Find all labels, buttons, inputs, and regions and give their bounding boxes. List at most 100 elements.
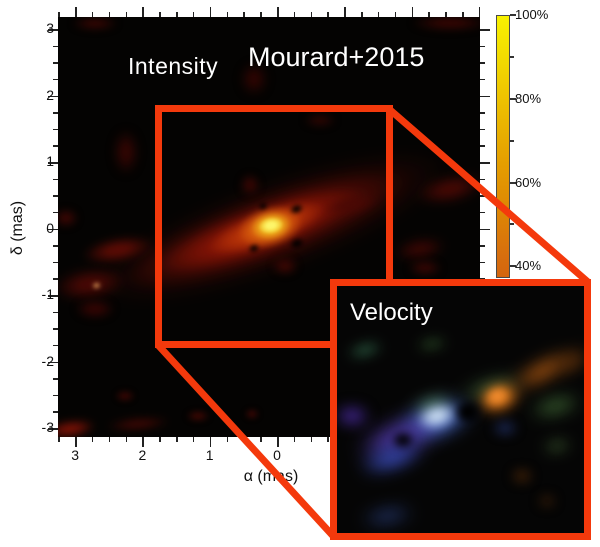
x-axis-top-tick bbox=[260, 12, 262, 17]
x-axis-top-tick bbox=[75, 7, 77, 17]
map-blob bbox=[304, 113, 336, 127]
map-blob bbox=[115, 390, 135, 402]
y-axis-right-tick bbox=[480, 95, 490, 97]
map-blob bbox=[240, 174, 260, 196]
x-axis-top-tick bbox=[377, 12, 380, 17]
map-blob bbox=[539, 496, 555, 506]
x-axis-tick bbox=[142, 437, 144, 447]
colorbar-minor-tick bbox=[510, 223, 514, 226]
x-tick-label: 0 bbox=[273, 447, 281, 463]
map-blob bbox=[91, 280, 101, 290]
x-axis-top-tick bbox=[226, 12, 229, 17]
x-axis-top-tick bbox=[344, 7, 346, 17]
y-axis-tick bbox=[53, 145, 58, 147]
y-tick-label: -1 bbox=[41, 286, 54, 302]
map-blob bbox=[411, 17, 480, 31]
colorbar-label: 80% bbox=[515, 90, 542, 106]
y-axis-right-tick bbox=[480, 45, 485, 48]
y-axis-tick bbox=[53, 328, 58, 330]
x-axis-tick bbox=[125, 437, 128, 442]
y-axis-right-tick bbox=[480, 245, 485, 247]
map-blob bbox=[75, 299, 115, 319]
x-axis-top-tick bbox=[428, 12, 430, 17]
x-axis-top-tick bbox=[159, 12, 161, 17]
y-axis-right-tick bbox=[480, 62, 485, 64]
y-axis-right-tick bbox=[480, 145, 485, 147]
intensity-colorbar bbox=[496, 15, 510, 278]
y-axis-tick bbox=[53, 311, 58, 314]
colorbar-minor-tick bbox=[510, 55, 514, 58]
x-axis-tick bbox=[159, 437, 161, 442]
y-tick-label: 1 bbox=[46, 153, 54, 169]
x-axis-top-tick bbox=[361, 12, 363, 17]
map-blob bbox=[390, 430, 416, 450]
x-axis-top-tick bbox=[142, 7, 144, 17]
x-axis-top-tick bbox=[91, 12, 94, 17]
y-axis-tick bbox=[48, 295, 58, 297]
y-axis-right-tick bbox=[480, 261, 485, 264]
y-axis-tick bbox=[53, 411, 58, 413]
velocity-map-image bbox=[337, 286, 584, 533]
x-axis-top-tick bbox=[176, 12, 178, 17]
x-axis-top-tick bbox=[462, 12, 464, 17]
x-axis-tick bbox=[91, 437, 94, 442]
map-blob bbox=[58, 209, 78, 227]
x-axis-tick bbox=[176, 437, 178, 442]
colorbar-label: 40% bbox=[515, 258, 542, 274]
x-axis-top-tick bbox=[58, 12, 60, 17]
y-axis-tick bbox=[48, 29, 58, 31]
y-tick-label: -3 bbox=[41, 419, 54, 435]
y-axis-right-tick bbox=[480, 228, 490, 230]
x-axis-tick bbox=[293, 437, 296, 442]
y-axis-right-tick bbox=[480, 128, 485, 131]
x-axis-top-tick bbox=[277, 7, 279, 17]
map-blob bbox=[272, 257, 298, 275]
x-axis-top-tick bbox=[192, 12, 195, 17]
x-axis-tick bbox=[260, 437, 262, 442]
x-axis-top-tick bbox=[293, 12, 296, 17]
colorbar-tick bbox=[510, 97, 516, 100]
x-axis-top-tick bbox=[445, 12, 447, 17]
x-axis-tick bbox=[327, 437, 329, 442]
map-blob bbox=[358, 502, 416, 530]
x-tick-label: 3 bbox=[71, 447, 79, 463]
map-blob bbox=[58, 416, 97, 437]
x-axis-top-tick bbox=[327, 12, 329, 17]
map-blob bbox=[453, 398, 483, 426]
y-axis-right-tick bbox=[480, 78, 485, 81]
y-tick-label: 3 bbox=[46, 20, 54, 36]
y-axis-right-tick bbox=[480, 162, 490, 164]
velocity-inset-panel: Velocity bbox=[330, 279, 591, 540]
map-blob bbox=[105, 414, 171, 434]
map-blob bbox=[186, 410, 210, 422]
x-axis-tick bbox=[192, 437, 195, 442]
y-axis-tick bbox=[53, 394, 58, 397]
map-blob bbox=[541, 436, 573, 456]
y-axis-tick bbox=[53, 195, 58, 197]
colorbar-label: 60% bbox=[515, 174, 542, 190]
credit-annotation: Mourard+2015 bbox=[248, 42, 425, 72]
map-blob bbox=[415, 335, 449, 353]
x-axis-tick bbox=[277, 437, 279, 447]
map-blob bbox=[344, 338, 386, 362]
y-axis-tick bbox=[53, 62, 58, 64]
map-blob bbox=[241, 63, 267, 95]
y-axis-right-tick bbox=[480, 29, 490, 31]
y-tick-label: 2 bbox=[46, 86, 54, 103]
y-axis-tick bbox=[53, 344, 58, 347]
x-axis-top-tick bbox=[478, 7, 481, 17]
colorbar-minor-tick bbox=[510, 139, 514, 142]
x-tick-label: 2 bbox=[138, 447, 147, 463]
x-axis-top-tick bbox=[108, 12, 111, 17]
x-axis-tick bbox=[310, 437, 313, 442]
x-axis-tick bbox=[108, 437, 111, 442]
x-axis-label: α (mas) bbox=[243, 468, 299, 485]
y-axis-label: δ (mas) bbox=[9, 200, 26, 256]
y-axis-tick bbox=[53, 112, 58, 114]
map-blob bbox=[72, 17, 118, 30]
y-axis-right-tick bbox=[480, 178, 485, 181]
map-blob bbox=[525, 389, 584, 423]
y-axis-right-tick bbox=[480, 211, 485, 214]
map-blob bbox=[245, 409, 259, 419]
